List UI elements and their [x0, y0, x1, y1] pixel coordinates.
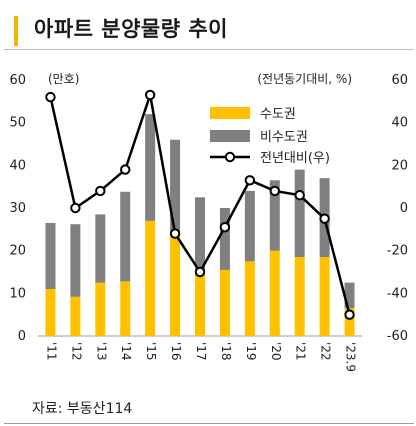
- bottom-divider: [4, 423, 414, 424]
- yoy-point: [219, 222, 231, 233]
- bar-metro: [219, 269, 230, 336]
- x-tick-label: '20: [269, 342, 283, 361]
- bar-metro: [294, 257, 305, 336]
- right-tick-label: -60: [387, 329, 408, 344]
- bar-metro: [344, 308, 355, 336]
- bar-non-metro: [170, 139, 181, 234]
- left-tick-label: 50: [9, 116, 26, 131]
- left-tick-label: 30: [9, 201, 26, 216]
- yoy-point: [169, 228, 181, 239]
- bar-non-metro: [294, 169, 305, 258]
- x-tick-label: '21: [294, 342, 308, 361]
- x-tick-label: '14: [119, 342, 133, 361]
- bar-metro: [170, 233, 181, 336]
- x-axis-labels: '11 '12 '13 '14 '15 '16 '17 '18 '19 '20 '21 '22 '23.…: [44, 342, 357, 372]
- line-series-group: [45, 89, 355, 320]
- x-tick-label: '17: [194, 342, 208, 361]
- bar-metro: [95, 282, 106, 336]
- yoy-point: [319, 213, 330, 224]
- bar-non-metro: [195, 197, 205, 272]
- right-axis-unit-label: (전년동기대비, %): [257, 72, 352, 86]
- legend-label-non-metro: 비수도권: [260, 130, 308, 145]
- left-tick-label: 0: [18, 329, 26, 344]
- title-bar: 아파트 분양물량 추이: [0, 0, 416, 46]
- yoy-point: [344, 309, 355, 320]
- bar-non-metro: [344, 282, 355, 309]
- left-tick-label: 60: [9, 73, 26, 88]
- yoy-point: [194, 266, 206, 278]
- x-tick-label: '18: [219, 342, 233, 361]
- yoy-point: [70, 202, 81, 214]
- x-tick-label: '23.9: [344, 342, 358, 372]
- legend-label-yoy: 전년대비(우): [260, 151, 330, 166]
- x-tick-label: '16: [169, 342, 183, 361]
- bar-non-metro: [45, 222, 56, 290]
- left-axis-unit-label: (만호): [48, 72, 79, 86]
- bar-non-metro: [95, 214, 106, 283]
- yoy-point: [95, 185, 106, 197]
- bar-metro: [244, 261, 255, 336]
- left-tick-label: 10: [9, 286, 26, 301]
- right-tick-label: -40: [387, 286, 408, 301]
- bar-metro: [195, 272, 205, 336]
- x-tick-label: '22: [319, 342, 333, 361]
- bar-metro: [45, 289, 56, 336]
- x-tick-label: '13: [94, 342, 108, 361]
- bar-non-metro: [70, 224, 81, 297]
- chart: 0 10 20 30 40 50 60 -60 -40 -20 0 20 40 60 '11 '12 '13…: [9, 72, 408, 372]
- yoy-point: [269, 185, 280, 197]
- legend-label-metro: 수도권: [260, 107, 296, 122]
- right-tick-label: 40: [391, 116, 408, 131]
- bar-metro: [70, 296, 81, 336]
- legend-marker-yoy: [224, 151, 236, 163]
- right-tick-label: 0: [400, 201, 408, 216]
- page-title: 아파트 분양물량 추이: [34, 17, 229, 41]
- title-accent-bar: [14, 16, 18, 46]
- bar-metro: [269, 250, 280, 336]
- bar-non-metro: [219, 208, 230, 270]
- left-axis: 0 10 20 30 40 50 60: [9, 73, 362, 344]
- left-tick-label: 40: [9, 158, 26, 173]
- title-divider: [4, 49, 414, 50]
- yoy-point: [294, 190, 305, 201]
- yoy-point: [45, 91, 56, 103]
- right-tick-label: -20: [387, 244, 408, 259]
- bar-non-metro: [244, 190, 255, 262]
- legend-swatch-non-metro: [210, 130, 250, 142]
- right-axis: -60 -40 -20 0 20 40 60: [387, 73, 408, 344]
- bar-metro: [319, 257, 330, 336]
- bar-metro: [145, 220, 156, 336]
- left-tick-label: 20: [9, 244, 26, 259]
- source-note: 자료: 부동산114: [32, 401, 133, 417]
- bars-group: [45, 114, 355, 336]
- right-tick-label: 20: [391, 158, 408, 173]
- bar-non-metro: [120, 191, 131, 282]
- bar-non-metro: [269, 180, 280, 251]
- bar-non-metro: [145, 114, 156, 221]
- x-tick-label: '19: [244, 342, 258, 361]
- legend-swatch-metro: [210, 107, 250, 119]
- x-tick-label: '12: [69, 342, 83, 361]
- bar-metro: [120, 281, 131, 336]
- x-tick-label: '11: [44, 342, 58, 361]
- yoy-point: [244, 175, 256, 186]
- yoy-point: [144, 89, 156, 101]
- x-tick-label: '15: [144, 342, 158, 361]
- right-tick-label: 60: [391, 73, 408, 88]
- yoy-point: [120, 164, 131, 175]
